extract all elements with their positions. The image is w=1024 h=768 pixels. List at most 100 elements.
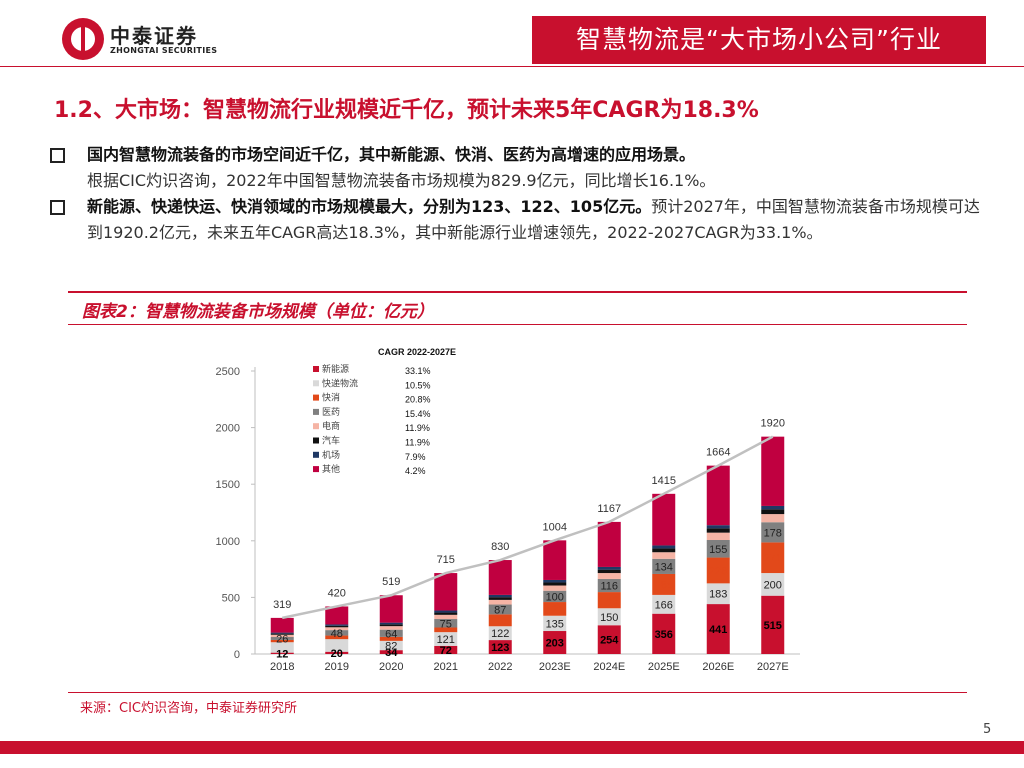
legend-swatch [313,394,319,401]
bar-segment [597,608,621,626]
total-label: 1664 [706,447,730,459]
legend-label: 汽车 [322,435,340,446]
bar-segment [761,542,785,574]
bar-segment [434,627,458,633]
bar-segment [379,595,403,623]
x-tick-label: 2025E [648,661,680,673]
data-label: 150 [600,612,618,624]
bar-segment [761,522,785,543]
legend-cagr: 4.2% [405,466,426,476]
bar-segment [543,631,567,654]
total-label: 830 [491,541,509,553]
bar-segment [325,625,349,628]
bar-segment [488,604,512,615]
bar-segment [652,594,676,614]
bar-segment [434,619,458,628]
legend-cagr: 7.9% [405,452,426,462]
bar-segment [706,557,730,584]
bar-segment [325,635,349,640]
bar-segment [379,636,403,641]
bar-segment [434,645,458,654]
bar-segment [488,599,512,605]
bar-segment [543,540,567,580]
data-label: 356 [655,629,673,641]
bar-segment [325,651,349,654]
bar-segment [543,579,567,583]
x-tick-label: 2024E [593,661,625,673]
total-label: 1920 [761,418,785,430]
figure-bottom-rule [68,324,967,325]
bar-segment [761,514,785,523]
x-tick-label: 2022 [488,661,512,673]
bar-segment [543,615,567,632]
bar-segment [325,630,349,636]
data-label: 64 [385,628,397,640]
bar-segment [706,540,730,558]
legend-label: 医药 [322,407,340,417]
bar-segment [597,566,621,570]
data-label: 134 [655,561,673,573]
data-label: 82 [385,641,397,653]
bar-segment [379,650,403,654]
legend-swatch [313,466,319,473]
legend-cagr: 11.9% [405,423,430,433]
bar-segment [543,585,567,591]
data-label: 12 [276,648,288,660]
total-label: 715 [437,554,455,566]
legend-label: 快消 [322,392,340,403]
legend-swatch [313,437,319,444]
legend-cagr: 33.1% [405,366,431,376]
data-label: 105 [491,615,509,627]
y-tick-label: 2000 [216,423,240,435]
bar-segment [488,594,512,598]
bullet-list: 国内智慧物流装备的市场空间近千亿，其中新能源、快消、医药为高增速的应用场景。 根… [50,142,980,246]
legend-title: CAGR 2022-2027E [378,347,456,357]
legend-cagr: 15.4% [405,409,431,419]
bar-segment [543,582,567,586]
bar-segment [270,639,294,643]
legend-swatch [313,408,319,415]
bar-segment [488,626,512,641]
data-label: 75 [440,618,452,630]
bar-segment [597,578,621,593]
bar-segment [270,617,294,633]
bar-segment [706,465,730,526]
data-label: 121 [546,604,564,616]
bar-segment [488,614,512,627]
x-tick-label: 2027E [757,661,789,673]
data-label: 441 [709,624,727,636]
data-label: 34 [385,647,398,659]
legend-label: 快递物流 [322,377,358,388]
bar-segment [706,532,730,541]
bar-segment [597,569,621,574]
footer-bar [0,741,1024,754]
bar-segment [543,602,567,616]
bar-segment [379,629,403,637]
bullet-square-icon [50,200,65,215]
bar-segment [270,652,294,654]
bar-segment [270,642,294,653]
bar-segment [270,637,294,640]
bar-segment [652,552,676,559]
legend-label: 其他 [322,463,340,474]
total-trend-line [281,435,774,620]
total-label: 319 [273,599,291,611]
data-label: 121 [437,634,455,646]
data-label: 116 [600,581,618,593]
bar-segment [325,639,349,652]
total-label: 420 [328,587,346,599]
legend-swatch [313,366,319,372]
data-label: 515 [764,620,782,632]
bullet-text: 根据CIC灼识咨询，2022年中国智慧物流装备市场规模为829.9亿元，同比增长… [87,171,716,190]
bar-segment [706,528,730,533]
figure-top-rule [68,291,967,293]
bar-segment [706,604,730,654]
data-label: 122 [491,628,509,640]
data-label: 200 [764,579,782,591]
bar-segment [597,521,621,567]
data-label: 178 [764,527,782,539]
y-tick-label: 1000 [216,536,240,548]
page-number: 5 [983,722,992,737]
total-label: 519 [382,576,400,588]
bar-segment [434,610,458,613]
